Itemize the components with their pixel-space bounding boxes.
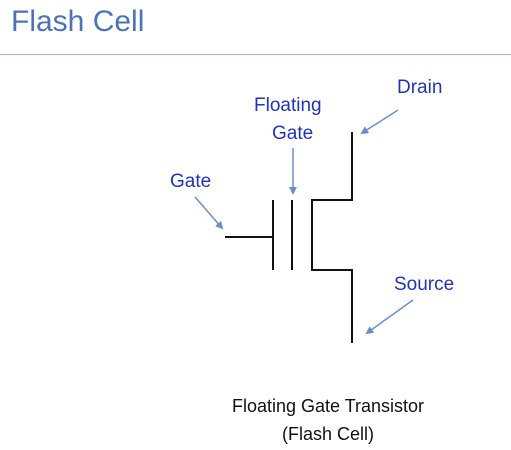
gate-label: Gate (170, 171, 211, 192)
source-arrow (365, 299, 414, 335)
floating-gate-label-line1: Floating (254, 95, 322, 116)
gate-arrow (194, 196, 224, 230)
caption-line2: (Flash Cell) (281, 424, 374, 444)
drain-arrow (360, 109, 399, 135)
caption-line1: Floating Gate Transistor (231, 396, 425, 416)
slide-title: Flash Cell (11, 5, 145, 38)
channel-drain-source (311, 132, 353, 343)
label-arrows (194, 109, 414, 335)
floating-gate-label-line2: Gate (272, 123, 313, 144)
source-label: Source (394, 274, 454, 295)
title-divider (0, 54, 511, 55)
transistor-symbol (225, 132, 353, 343)
drain-label: Drain (397, 77, 442, 98)
